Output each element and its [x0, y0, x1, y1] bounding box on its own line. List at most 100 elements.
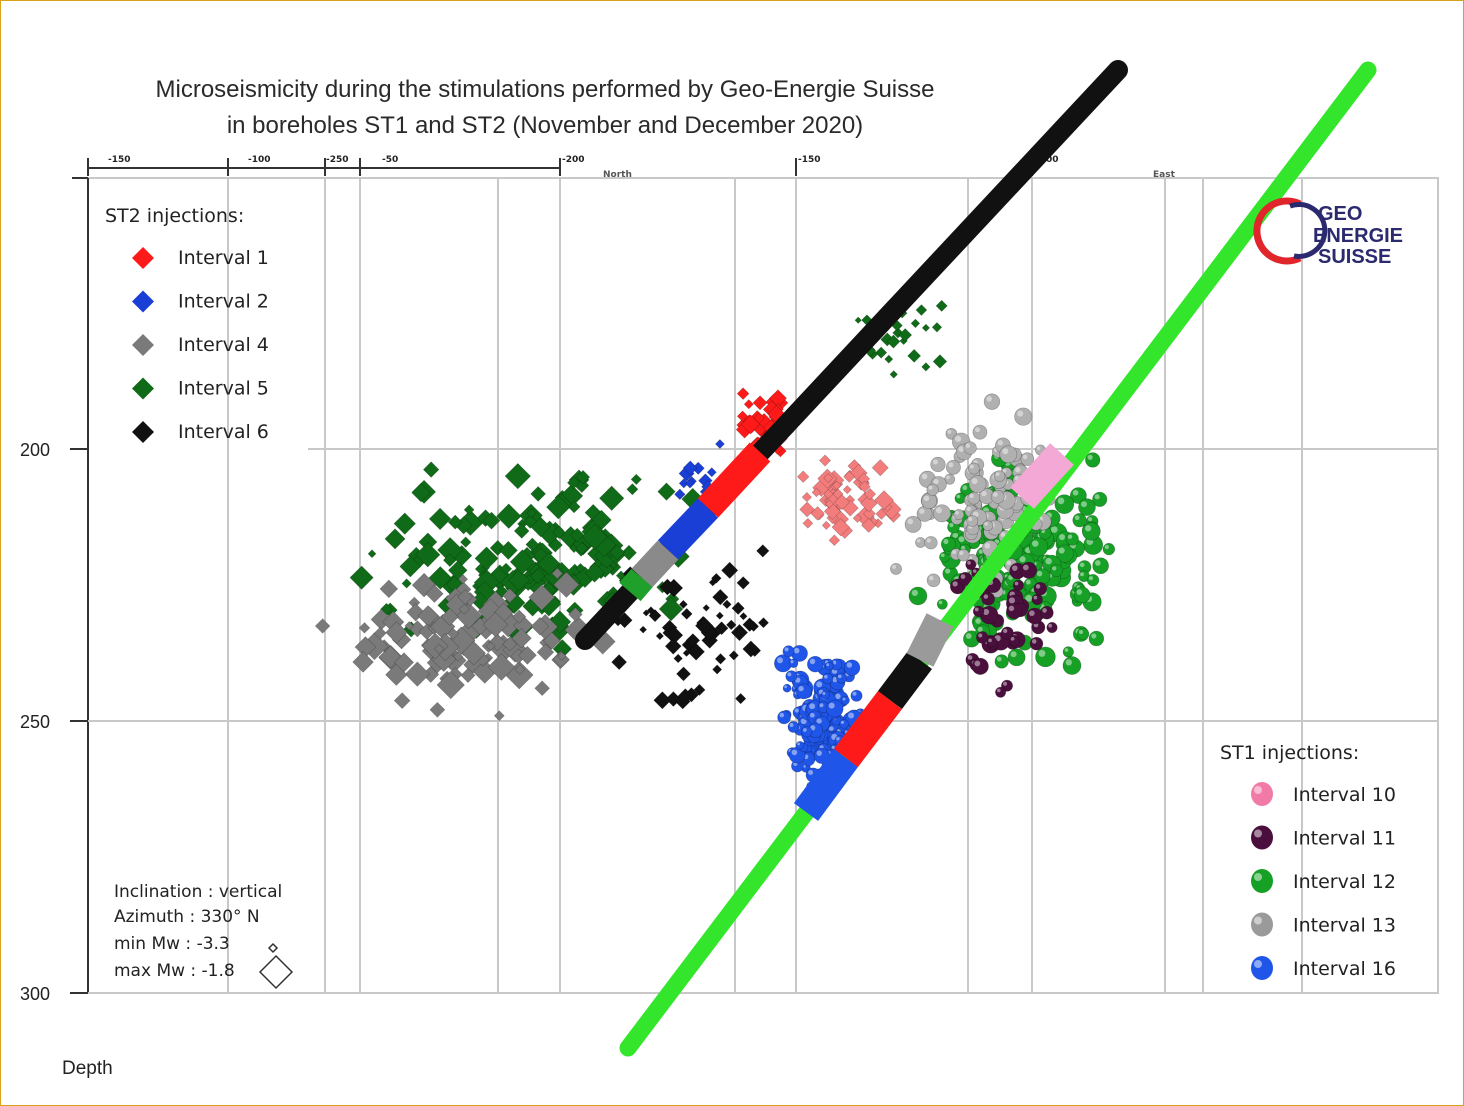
legend-st1-marker-highlight: [1254, 960, 1262, 968]
event-st1-interval-16-highlight: [784, 647, 789, 652]
event-st2-interval-4: [314, 618, 331, 634]
event-st1-interval-12-highlight: [1038, 649, 1046, 657]
event-st1-interval-12-highlight: [945, 568, 951, 574]
event-st1-interval-12-highlight: [1052, 566, 1057, 571]
event-st2-interval-5: [463, 504, 475, 516]
event-st1-interval-16: [788, 658, 799, 669]
event-st1-interval-12-highlight: [1072, 489, 1079, 496]
borehole-st1: [619, 61, 1377, 1057]
event-st2-interval-4: [493, 710, 505, 722]
event-st1-interval-16-highlight: [808, 770, 814, 776]
event-st1-interval-11-highlight: [974, 660, 981, 667]
event-st1-interval-16-highlight: [794, 708, 799, 713]
east-axis-word: East: [1153, 170, 1176, 180]
event-st1-interval-12-highlight: [1031, 540, 1039, 547]
legend-st1-marker-icon: [1251, 869, 1273, 893]
event-st2-interval-4: [379, 579, 399, 599]
event-st1-interval-12-highlight: [1078, 629, 1084, 635]
event-st2-interval-4: [460, 667, 476, 684]
legend-st1-label: Interval 16: [1293, 958, 1396, 980]
event-st1-interval-16-highlight: [784, 685, 788, 689]
event-st1-interval-13-highlight: [946, 475, 950, 480]
event-st2-interval-4: [352, 651, 374, 673]
event-st2-interval-6: [664, 637, 682, 655]
event-st2-interval-5: [575, 470, 591, 485]
event-st1-interval-12-highlight: [1080, 572, 1084, 577]
legend-st2-title: ST2 injections:: [105, 205, 244, 227]
event-st1-interval-16-highlight: [831, 745, 835, 749]
event-st2-interval-5: [401, 578, 412, 589]
event-st2-interval-1-light: [823, 473, 834, 484]
event-st1-interval-13: [999, 445, 1018, 464]
event-st2-interval-6: [639, 625, 648, 634]
event-st1-interval-12-highlight: [1088, 576, 1094, 581]
event-st1-interval-13: [924, 536, 938, 550]
event-st1-interval-11-highlight: [988, 638, 992, 643]
event-st2-interval-2: [706, 467, 717, 478]
event-st1-interval-16-highlight: [809, 658, 816, 665]
event-st1-interval-13: [966, 515, 979, 527]
event-st2-interval-5: [584, 562, 605, 583]
event-st1-interval-13-highlight: [954, 435, 962, 442]
event-st2-interval-6: [682, 649, 691, 657]
event-st2-interval-4: [421, 632, 449, 660]
event-st2-interval-5: [889, 370, 898, 379]
logo-text-suisse: SUISSE: [1318, 246, 1391, 268]
event-st2-interval-4: [404, 661, 431, 687]
event-st1-interval-12-highlight: [975, 618, 981, 624]
event-st1-interval-12-highlight: [1065, 659, 1072, 666]
event-st1-interval-11: [1040, 605, 1054, 620]
event-st1-interval-13: [993, 470, 1006, 482]
event-st2-interval-2: [715, 439, 725, 449]
event-st2-interval-5: [657, 482, 676, 501]
event-st2-interval-5: [422, 461, 440, 478]
event-st1-interval-13: [963, 441, 977, 455]
event-st1-interval-11-highlight: [1010, 636, 1015, 641]
legend-st2-label: Interval 5: [178, 378, 269, 400]
event-st1-interval-11: [1020, 561, 1038, 579]
st1-interval-red-segment: [834, 690, 902, 768]
event-st2-interval-2: [682, 460, 698, 476]
event-st1-interval-16: [777, 710, 791, 725]
event-st1-interval-11: [1006, 603, 1023, 620]
event-st1-interval-16-highlight: [816, 681, 823, 688]
event-st2-interval-5: [509, 549, 536, 575]
event-st1-interval-13-highlight: [986, 396, 992, 402]
event-st2-interval-5: [658, 596, 684, 622]
event-st2-interval-5: [575, 562, 586, 574]
event-st2-interval-6: [702, 604, 711, 612]
logo-red-arc-icon: [1253, 197, 1302, 265]
event-st1-interval-11-highlight: [1011, 565, 1018, 571]
event-st1-interval-12: [1062, 656, 1082, 675]
event-st1-interval-12-highlight: [961, 545, 965, 550]
info-min-mw: min Mw : -3.3: [114, 934, 230, 954]
event-st1-interval-13-highlight: [969, 464, 974, 469]
event-st1-interval-13: [990, 489, 1005, 504]
event-st1-interval-13-highlight: [1017, 410, 1024, 417]
info-block: Inclination : vertical Azimuth : 330° N …: [114, 882, 294, 990]
event-st2-interval-5: [460, 536, 472, 548]
event-st1-interval-12-highlight: [1091, 633, 1097, 639]
event-st2-interval-5: [581, 523, 608, 550]
st2-interval-2-segment: [657, 498, 719, 560]
event-st2-interval-1-light: [810, 506, 825, 521]
event-st2-interval-5: [508, 569, 531, 591]
event-st2-interval-1-light: [831, 517, 850, 537]
event-st1-interval-11-highlight: [982, 608, 990, 616]
event-st1-interval-11-highlight: [960, 574, 966, 579]
legend-st2-label: Interval 6: [178, 421, 269, 443]
event-st1-interval-11-highlight: [1023, 564, 1029, 571]
event-st2-interval-6: [694, 616, 714, 636]
event-st1-interval-11: [981, 592, 995, 606]
event-st1-interval-16-highlight: [852, 691, 857, 696]
event-st1-interval-11-highlight: [967, 561, 971, 565]
event-st1-interval-12-highlight: [1064, 648, 1069, 652]
event-st2-interval-6: [708, 578, 717, 587]
event-st2-interval-4: [557, 651, 567, 661]
event-st2-interval-1-light: [842, 485, 852, 495]
event-st1-interval-12-highlight: [962, 485, 968, 491]
event-st2-interval-1-light: [819, 454, 832, 467]
legend-st1-marker-icon: [1251, 956, 1273, 980]
event-st1-interval-16-highlight: [836, 737, 840, 741]
event-st2-interval-1: [743, 399, 754, 410]
